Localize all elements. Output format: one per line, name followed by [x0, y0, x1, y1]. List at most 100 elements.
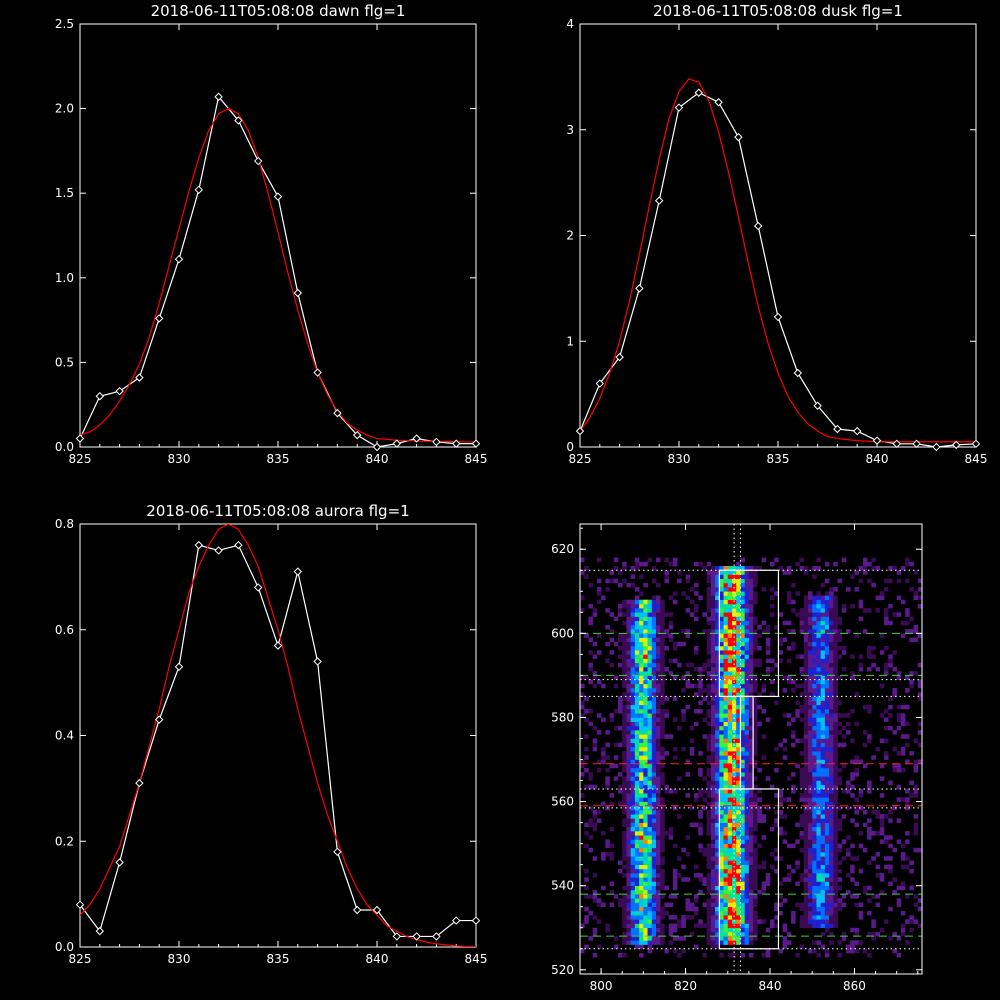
heatmap-cell: [634, 915, 640, 920]
heatmap-cell: [854, 805, 859, 811]
heatmap-cell: [816, 915, 821, 920]
heatmap-cell: [803, 856, 809, 861]
heatmap-cell: [744, 831, 750, 836]
heatmap-cell: [900, 633, 906, 638]
heatmap-cell: [660, 843, 665, 849]
heatmap-cell: [706, 658, 712, 664]
heatmap-cell: [710, 931, 716, 937]
heatmap-cell: [643, 801, 648, 807]
heatmap-cell: [706, 881, 712, 886]
heatmap-cell: [808, 852, 813, 857]
heatmap-cell: [634, 755, 640, 760]
heatmap-cell: [816, 877, 821, 882]
heatmap-cell: [580, 763, 585, 769]
heatmap-cell: [647, 620, 653, 626]
heatmap-cell: [761, 952, 767, 958]
heatmap-cell: [748, 885, 754, 891]
heatmap-cell: [660, 906, 665, 912]
heatmap-cell: [710, 692, 716, 697]
heatmap-cell: [588, 709, 593, 714]
heatmap-cell: [896, 671, 902, 676]
heatmap-cell: [651, 936, 657, 941]
heatmap-cell: [854, 759, 859, 765]
heatmap-cell: [694, 666, 699, 672]
heatmap-cell: [761, 814, 767, 819]
heatmap-cell: [829, 780, 834, 786]
heatmap-cell: [854, 755, 859, 760]
heatmap-cell: [757, 788, 762, 794]
heatmap-cell: [689, 725, 695, 731]
heatmap-cell: [668, 788, 674, 794]
heatmap-cell: [626, 725, 631, 731]
heatmap-cell: [647, 717, 653, 722]
heatmap-cell: [647, 725, 653, 731]
heatmap-cell: [808, 843, 813, 849]
heatmap-cell: [706, 650, 712, 655]
heatmap-cell: [884, 864, 889, 870]
heatmap-cell: [702, 666, 707, 672]
heatmap-cell: [833, 843, 838, 849]
heatmap-cell: [892, 730, 897, 735]
heatmap-cell: [778, 641, 783, 647]
heatmap-cell: [643, 805, 648, 811]
heatmap-cell: [647, 906, 653, 912]
heatmap-cell: [812, 738, 817, 743]
heatmap-cell: [824, 818, 830, 823]
heatmap-cell: [677, 662, 682, 668]
heatmap-cell: [706, 637, 712, 643]
heatmap-cell: [854, 881, 859, 886]
heatmap-cell: [808, 688, 813, 693]
heatmap-cell: [761, 885, 767, 891]
heatmap-cell: [651, 620, 657, 626]
heatmap-cell: [656, 666, 661, 672]
heatmap-cell: [630, 818, 636, 823]
heatmap-cell: [660, 645, 665, 651]
heatmap-cell: [808, 793, 813, 798]
heatmap-cell: [580, 683, 585, 689]
heatmap-cell: [736, 809, 741, 815]
heatmap-cell: [618, 700, 623, 706]
heatmap-cell: [740, 784, 745, 790]
heatmap-cell: [727, 805, 733, 811]
heatmap-cell: [833, 662, 838, 668]
heatmap-cell: [710, 784, 716, 790]
heatmap-cell: [744, 936, 750, 941]
heatmap-cell: [884, 717, 889, 722]
heatmap-cell: [723, 847, 729, 853]
heatmap-cell: [639, 561, 644, 567]
heatmap-cell: [736, 856, 741, 861]
heatmap-cell: [656, 641, 661, 647]
heatmap-cell: [765, 881, 771, 886]
heatmap-cell: [668, 940, 674, 945]
heatmap-cell: [892, 650, 897, 655]
heatmap-cell: [913, 847, 919, 853]
heatmap-cell: [647, 944, 653, 950]
heatmap-cell: [812, 645, 817, 651]
heatmap-cell: [774, 700, 779, 706]
heatmap-cell: [782, 713, 788, 718]
heatmap-cell: [732, 751, 737, 756]
heatmap-cell: [795, 700, 800, 706]
heatmap-cell: [651, 877, 657, 882]
heatmap-cell: [723, 620, 729, 626]
heatmap-cell: [732, 772, 737, 777]
heatmap-cell: [774, 902, 779, 908]
dawn-xtick-label: 835: [267, 452, 290, 466]
heatmap-cell: [888, 818, 893, 823]
heatmap-cell: [622, 780, 627, 786]
heatmap-cell: [639, 860, 644, 865]
heatmap-cell: [643, 738, 648, 743]
heatmap-cell: [647, 616, 653, 622]
heatmap-cell: [609, 843, 615, 849]
heatmap-cell: [622, 675, 627, 680]
heatmap-cell: [672, 557, 678, 563]
heatmap-cell: [740, 902, 745, 908]
heatmap-cell: [765, 637, 771, 643]
heatmap-cell: [634, 671, 640, 676]
heatmap-cell: [786, 570, 792, 575]
heatmap-cell: [808, 612, 813, 617]
heatmap-cell: [710, 591, 716, 596]
heatmap-cell: [736, 709, 741, 714]
heatmap-cell: [808, 666, 813, 672]
heatmap-cell: [656, 814, 661, 819]
